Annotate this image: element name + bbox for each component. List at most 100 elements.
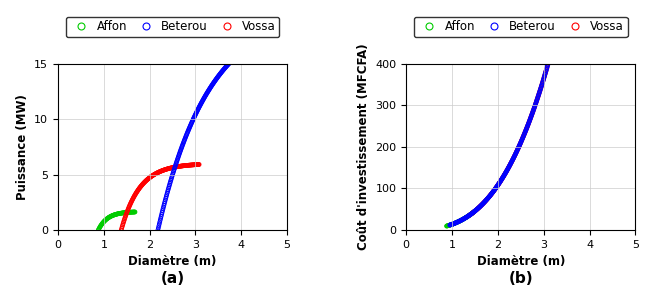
Point (227, 58, 237, 62)
Point (492, 184, 502, 188)
Point (528, 109, 538, 113)
Point (493, 182, 504, 186)
Point (471, 208, 481, 212)
Point (453, 219, 464, 224)
Point (522, 125, 532, 130)
Point (471, 207, 482, 212)
Point (230, 55, 241, 59)
Point (464, 213, 474, 218)
Point (481, 198, 491, 203)
Point (553, 26, 563, 30)
Point (199, 95, 210, 99)
Point (274, 27, 284, 31)
Point (529, 106, 539, 111)
Point (493, 183, 503, 187)
Point (469, 209, 479, 214)
Point (501, 170, 511, 175)
Point (524, 121, 534, 125)
Point (261, 33, 271, 38)
Point (217, 68, 228, 73)
Point (157, 212, 167, 217)
Point (208, 81, 218, 86)
Point (236, 49, 246, 54)
Point (531, 100, 541, 104)
Point (490, 187, 500, 192)
Point (205, 86, 215, 90)
Point (208, 82, 218, 87)
Point (96, 223, 106, 228)
Point (154, 226, 164, 230)
Point (524, 120, 534, 124)
Point (234, 51, 244, 56)
Point (508, 158, 518, 162)
Point (453, 219, 464, 224)
Point (130, 210, 140, 214)
Point (233, 52, 244, 56)
Point (502, 168, 512, 172)
Point (165, 166, 175, 171)
Point (264, 31, 275, 36)
Point (493, 183, 503, 188)
Point (468, 211, 478, 215)
Point (266, 31, 276, 35)
Point (556, 12, 566, 17)
Point (511, 149, 522, 154)
Point (515, 141, 526, 146)
Point (160, 198, 170, 202)
Point (179, 139, 189, 144)
Point (181, 163, 191, 168)
Point (537, 81, 548, 86)
Point (175, 148, 186, 153)
Point (175, 164, 186, 168)
Point (513, 147, 523, 152)
Point (156, 169, 166, 173)
Point (189, 115, 199, 120)
Point (497, 177, 507, 181)
Point (235, 50, 246, 54)
Point (162, 166, 172, 171)
Point (555, 14, 566, 19)
Point (138, 181, 148, 186)
Point (232, 53, 243, 57)
Point (476, 203, 486, 208)
Point (127, 210, 137, 214)
Point (228, 57, 238, 62)
Point (186, 163, 196, 167)
Point (534, 90, 544, 95)
Point (277, 26, 288, 30)
Point (242, 45, 252, 49)
Point (158, 205, 168, 209)
Point (506, 160, 517, 164)
Point (532, 96, 542, 100)
Legend: Affon, Beterou, Vossa: Affon, Beterou, Vossa (66, 17, 279, 37)
Point (497, 177, 507, 182)
Point (196, 100, 206, 105)
Point (559, 0, 570, 3)
Point (200, 94, 210, 98)
Point (164, 184, 174, 189)
Point (191, 162, 201, 167)
Point (486, 193, 496, 197)
Point (446, 222, 457, 227)
Point (117, 226, 127, 230)
Point (459, 217, 469, 221)
Point (490, 186, 501, 191)
Point (276, 26, 286, 31)
Point (516, 140, 526, 144)
Point (517, 136, 528, 141)
Point (224, 61, 234, 65)
Point (505, 162, 515, 167)
Point (517, 137, 528, 141)
Point (118, 221, 128, 226)
Point (459, 216, 470, 221)
Point (134, 186, 144, 191)
Point (481, 198, 491, 203)
Point (129, 194, 139, 199)
Point (152, 171, 163, 175)
Point (97, 222, 107, 227)
Point (493, 182, 503, 187)
Point (188, 118, 198, 123)
Point (446, 222, 457, 227)
Point (518, 135, 528, 139)
Point (548, 44, 558, 48)
